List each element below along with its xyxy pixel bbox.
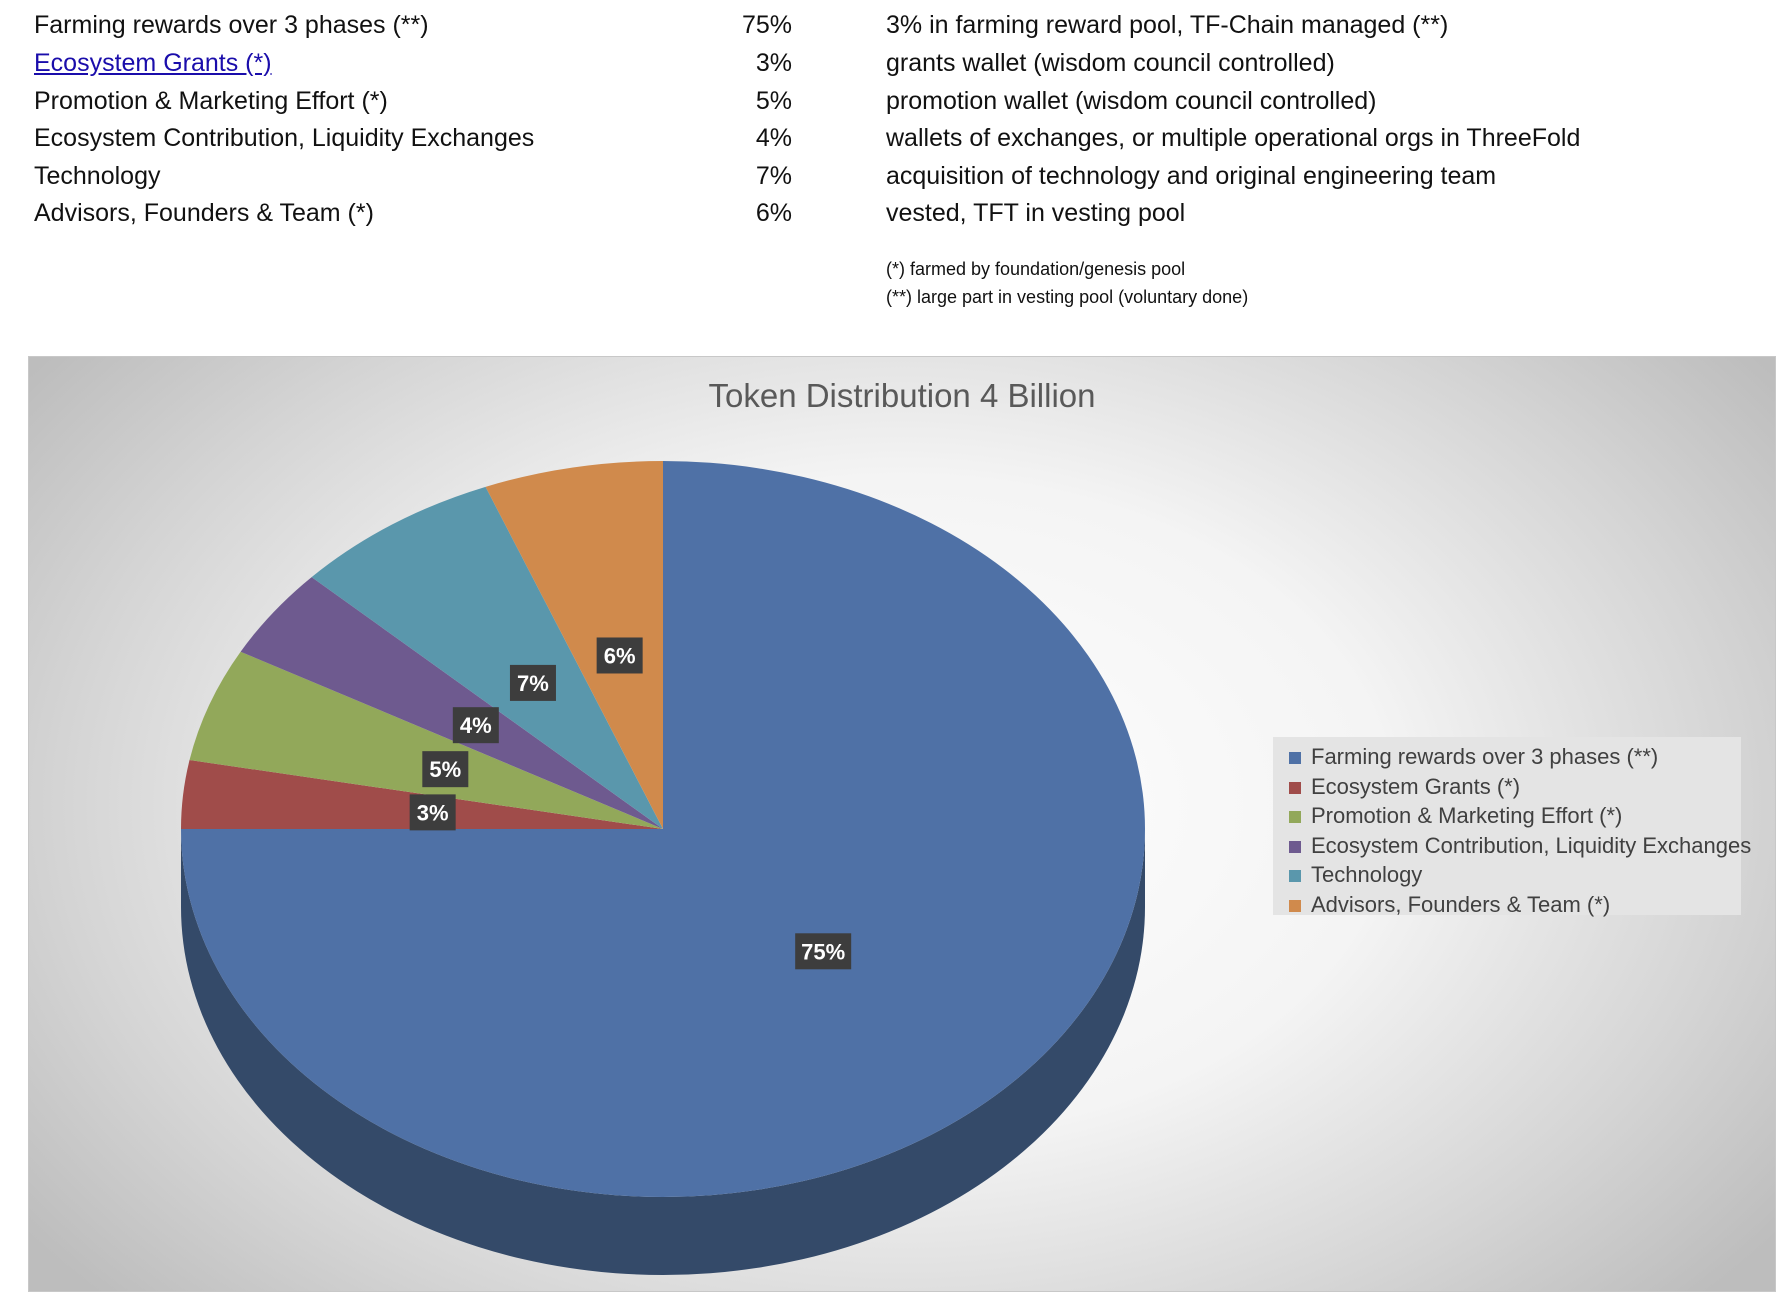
legend-label: Ecosystem Grants (*) [1311,774,1520,799]
legend-label: Farming rewards over 3 phases (**) [1311,744,1658,769]
data-label: 6% [597,637,643,673]
chart-legend: Farming rewards over 3 phases (**) Ecosys… [1273,737,1741,915]
row-label: Farming rewards over 3 phases (**) [34,8,429,42]
row-description: acquisition of technology and original e… [886,159,1496,193]
legend-swatch [1289,811,1301,823]
table-row: Ecosystem Contribution, Liquidity Exchan… [0,121,1786,155]
table-row: Farming rewards over 3 phases (**) 75% 3% … [0,8,1786,42]
table-row: Advisors, Founders & Team (*) 6% vested, T… [0,196,1786,230]
data-label-text: 6% [604,643,636,668]
row-description: vested, TFT in vesting pool [886,196,1185,230]
data-label: 3% [410,794,456,830]
table-row: Promotion & Marketing Effort (*) 5% promot… [0,84,1786,118]
row-percent: 75% [700,8,792,42]
legend-item: Ecosystem Grants (*) [1289,772,1741,802]
data-label-text: 4% [460,713,492,738]
row-label: Advisors, Founders & Team (*) [34,196,374,230]
legend-item: Advisors, Founders & Team (*) [1289,890,1741,920]
row-percent: 6% [700,196,792,230]
legend-item: Farming rewards over 3 phases (**) [1289,742,1741,772]
legend-swatch [1289,752,1301,764]
row-description: 3% in farming reward pool, TF-Chain mana… [886,8,1448,42]
legend-item: Technology [1289,860,1741,890]
data-label-text: 75% [801,939,845,964]
legend-label: Ecosystem Contribution, Liquidity Exchan… [1311,833,1751,858]
data-label: 7% [510,665,556,701]
ecosystem-grants-link[interactable]: Ecosystem Grants (*) [34,46,272,80]
data-label-text: 5% [429,757,461,782]
footnote: (*) farmed by foundation/genesis pool [886,256,1185,282]
legend-swatch [1289,900,1301,912]
legend-label: Promotion & Marketing Effort (*) [1311,803,1622,828]
data-label: 75% [795,933,851,969]
row-description: promotion wallet (wisdom council control… [886,84,1376,118]
footnote: (**) large part in vesting pool (volunta… [886,284,1248,310]
table-row: Technology 7% acquisition of technology an… [0,159,1786,193]
row-label: Technology [34,159,160,193]
row-description: grants wallet (wisdom council controlled… [886,46,1335,80]
legend-swatch [1289,841,1301,853]
legend-item: Promotion & Marketing Effort (*) [1289,801,1741,831]
data-label: 5% [422,751,468,787]
row-percent: 7% [700,159,792,193]
legend-label: Technology [1311,862,1422,887]
row-percent: 3% [700,46,792,80]
data-label: 4% [453,707,499,743]
pie-chart: Token Distribution 4 Billion 75% 3% 5% 4% 7%… [28,356,1776,1292]
data-label-text: 7% [517,671,549,696]
row-label: Promotion & Marketing Effort (*) [34,84,388,118]
data-label-text: 3% [417,800,449,825]
legend-item: Ecosystem Contribution, Liquidity Exchan… [1289,831,1741,861]
row-percent: 5% [700,84,792,118]
legend-swatch [1289,870,1301,882]
legend-swatch [1289,782,1301,794]
row-label: Ecosystem Contribution, Liquidity Exchan… [34,121,534,155]
table-row: Ecosystem Grants (*) 3% grants wallet (wis… [0,46,1786,80]
legend-label: Advisors, Founders & Team (*) [1311,892,1610,917]
row-description: wallets of exchanges, or multiple operat… [886,121,1580,155]
row-percent: 4% [700,121,792,155]
